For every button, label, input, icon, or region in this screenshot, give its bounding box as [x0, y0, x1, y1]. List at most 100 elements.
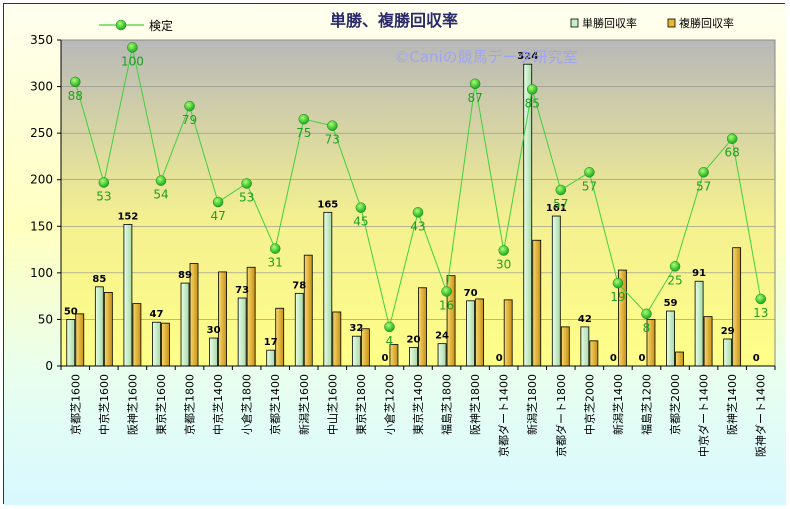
bar-tansho-label: 165 — [317, 199, 338, 210]
bar-fukusho — [475, 298, 485, 367]
line-kentei-point — [755, 293, 766, 305]
line-kentei-point — [412, 207, 424, 218]
line-kentei-point — [441, 286, 452, 297]
bar-fukusho — [732, 247, 742, 367]
line-kentei-point — [469, 78, 481, 90]
bar-tansho — [209, 337, 218, 367]
bar-tansho-label: 20 — [407, 334, 421, 345]
bar-tansho-label: 0 — [496, 353, 503, 364]
bar-tansho-label: 17 — [264, 337, 278, 348]
bar-fukusho — [246, 266, 256, 367]
line-kentei-point — [155, 175, 167, 186]
line-kentei-label: 47 — [210, 209, 225, 223]
bar-tansho — [580, 326, 590, 367]
line-kentei-label: 75 — [296, 126, 311, 140]
x-tick-label: 小倉芝1200 — [382, 374, 396, 435]
line-kentei-label: 88 — [68, 89, 83, 103]
bar-tansho — [551, 215, 561, 367]
legend-line-marker — [115, 19, 127, 31]
line-kentei-point — [726, 133, 738, 144]
bar-tansho — [94, 286, 104, 367]
line-kentei-point — [612, 277, 624, 289]
bar-fukusho — [303, 254, 313, 367]
x-tick-label: 京都芝1800 — [183, 374, 197, 435]
line-kentei-label: 25 — [667, 273, 682, 287]
plot-area — [60, 39, 776, 367]
x-tick-label: 福島芝1200 — [639, 374, 653, 435]
y-tick-label: 300 — [30, 80, 53, 94]
bar-tansho-label: 29 — [721, 326, 735, 337]
bar-tansho — [437, 343, 447, 367]
bar-tansho-label: 0 — [638, 353, 645, 364]
y-tick-label: 350 — [30, 33, 53, 47]
bar-fukusho — [75, 313, 85, 367]
x-tick-label: 福島芝1800 — [440, 374, 454, 435]
line-kentei-point — [355, 202, 367, 213]
line-kentei-label: 8 — [643, 321, 651, 335]
legend-label-tansho: 単勝回収率 — [582, 16, 637, 30]
bar-tansho — [666, 310, 675, 367]
line-kentei-label: 68 — [725, 146, 740, 160]
y-tick-label: 250 — [30, 126, 53, 140]
bar-fukusho — [675, 351, 684, 367]
x-tick-label: 京都ダート1800 — [554, 374, 568, 457]
line-kentei-label: 53 — [239, 190, 254, 204]
line-kentei-label: 31 — [268, 256, 283, 270]
bar-tansho-label: 30 — [207, 325, 221, 336]
x-tick-label: 東京芝1800 — [354, 374, 368, 435]
bar-fukusho — [161, 322, 170, 367]
watermark: ©Caniの競馬データ研究室 — [394, 48, 577, 66]
x-tick-label: 東京芝1400 — [411, 374, 425, 435]
x-tick-label: 京都芝1400 — [268, 374, 282, 435]
bar-tansho-label: 0 — [753, 353, 760, 364]
bar-fukusho — [332, 311, 342, 367]
x-tick-label: 中京芝1400 — [211, 374, 225, 435]
x-tick-label: 東京芝1600 — [154, 374, 168, 435]
line-kentei-point — [584, 167, 595, 178]
bar-fukusho — [703, 316, 713, 367]
chart-title: 単勝、複勝回収率 — [330, 11, 458, 30]
bar-tansho-label: 0 — [381, 353, 388, 364]
line-kentei-point — [555, 184, 567, 196]
x-tick-label: 阪神芝1600 — [125, 374, 139, 435]
x-tick-label: 京都ダート1400 — [497, 374, 511, 457]
line-kentei-label: 16 — [439, 298, 454, 312]
bar-tansho — [123, 224, 133, 367]
legend-swatch-fukusho — [667, 18, 676, 28]
x-tick-label: 中京芝2000 — [582, 374, 596, 435]
x-tick-label: 新潟芝1600 — [297, 374, 311, 435]
bar-tansho-label: 78 — [292, 280, 306, 291]
x-tick-label: 京都芝1600 — [68, 374, 82, 435]
bar-fukusho — [560, 326, 570, 367]
bar-fukusho — [532, 239, 542, 367]
line-kentei-label: 73 — [325, 133, 340, 147]
bar-tansho-label: 70 — [464, 288, 478, 299]
line-kentei-point — [526, 84, 538, 95]
bar-tansho — [323, 211, 333, 367]
line-kentei-label: 100 — [121, 54, 144, 68]
x-tick-label: 新潟芝1400 — [611, 374, 625, 435]
bar-fukusho — [132, 303, 142, 367]
line-kentei-label: 4 — [386, 334, 394, 348]
line-kentei-label: 30 — [496, 258, 511, 272]
bar-fukusho — [218, 271, 227, 367]
x-tick-label: 阪神芝1400 — [725, 374, 739, 435]
x-tick-label: 小倉芝1800 — [240, 374, 254, 435]
y-tick-label: 200 — [30, 173, 53, 187]
line-kentei-label: 87 — [467, 91, 482, 105]
line-kentei-point — [127, 42, 138, 53]
y-tick-label: 150 — [30, 219, 53, 233]
bar-tansho-label: 161 — [546, 203, 567, 214]
bar-tansho-label: 42 — [578, 314, 592, 325]
line-kentei-label: 53 — [96, 190, 111, 204]
line-kentei-point — [498, 245, 509, 256]
bar-fukusho — [103, 292, 113, 367]
line-kentei-label: 79 — [182, 113, 197, 127]
bar-tansho-label: 85 — [92, 274, 106, 285]
line-kentei-label: 13 — [753, 306, 768, 320]
bar-tansho-label: 32 — [349, 323, 363, 334]
bar-tansho-label: 0 — [610, 353, 617, 364]
line-kentei-label: 57 — [553, 197, 568, 211]
line-kentei-point — [641, 308, 652, 320]
